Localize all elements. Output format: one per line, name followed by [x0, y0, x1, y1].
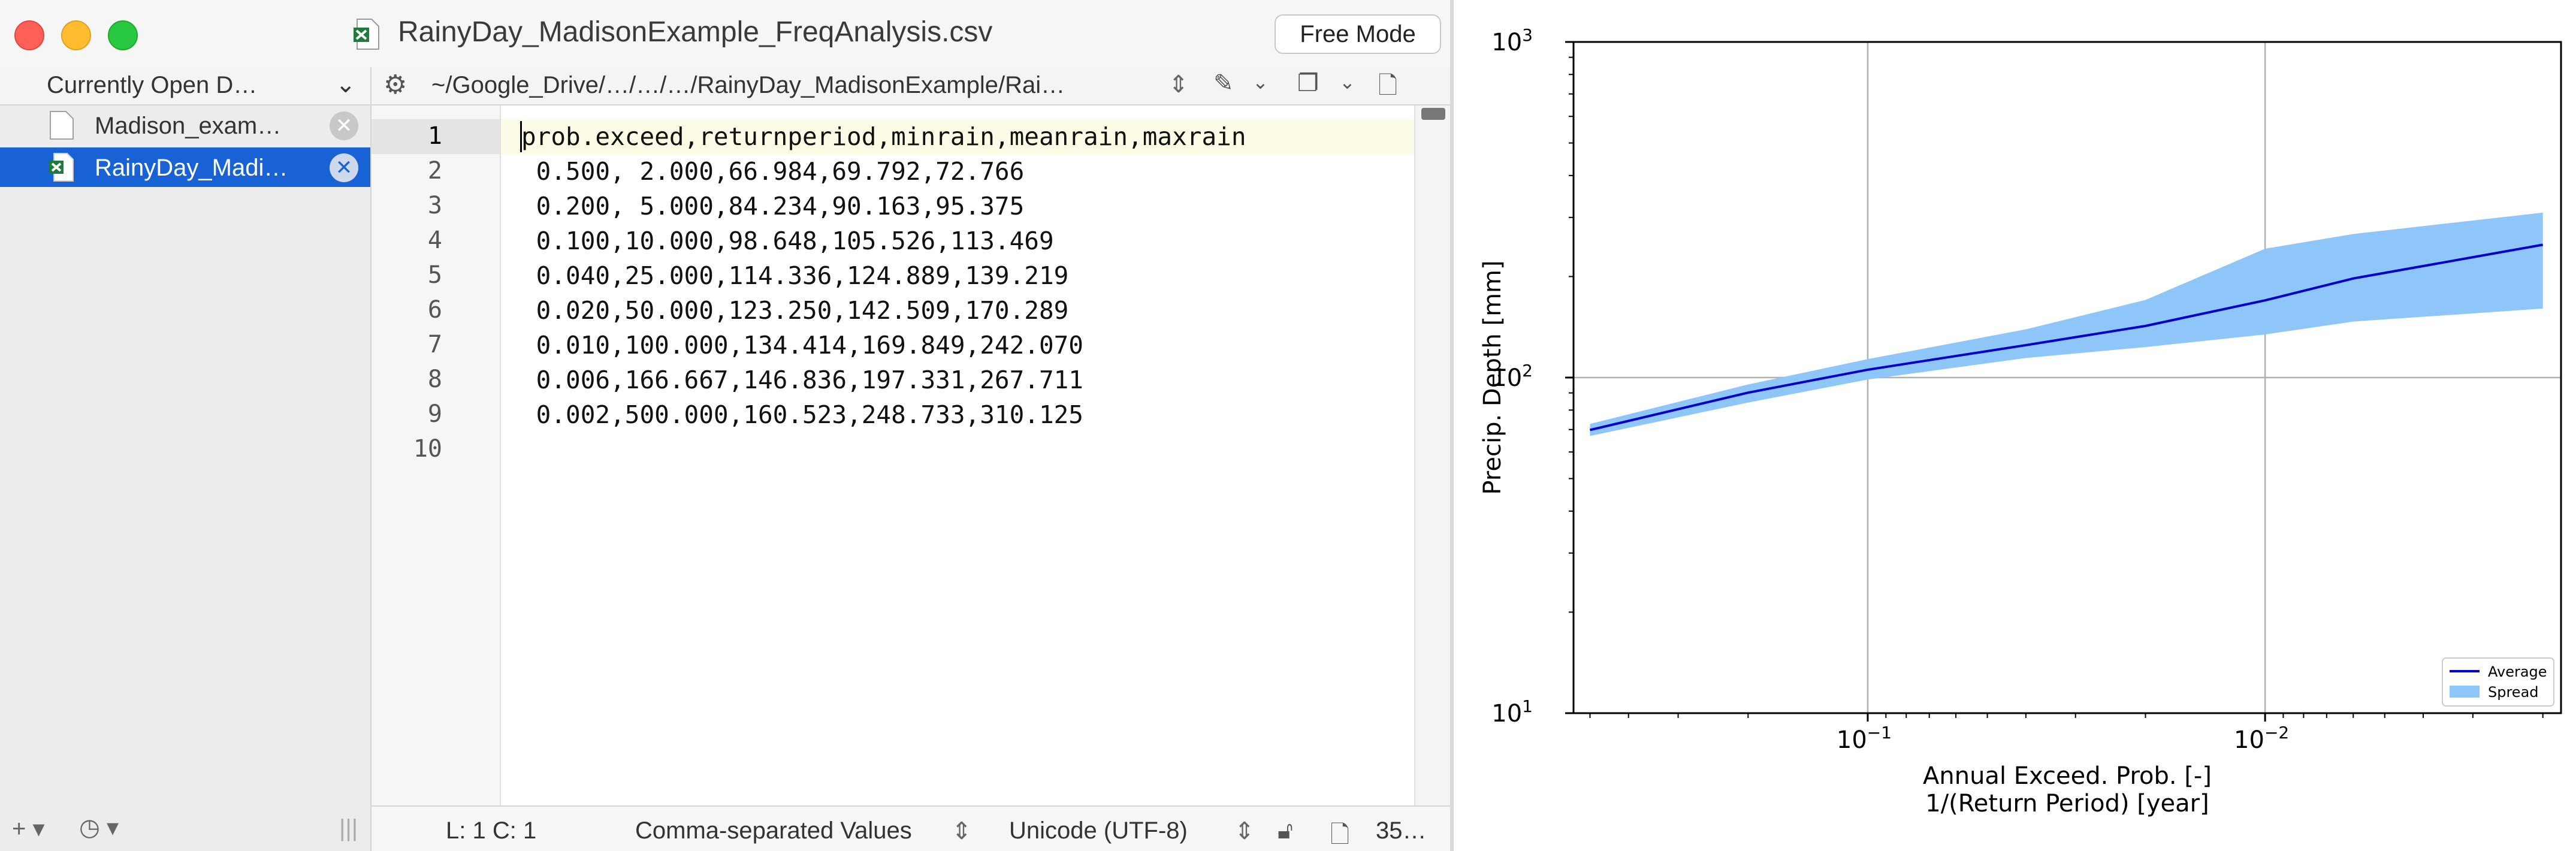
line-number: 2	[427, 157, 442, 185]
clock-icon[interactable]: ◷ ▾	[79, 814, 119, 841]
vertical-scrollbar[interactable]	[1414, 105, 1450, 805]
lock-icon[interactable]: 🔓︎	[1278, 817, 1293, 844]
document-sidebar: Madison_exam… ✕ RainyDay_Madi… ✕ + ▾ ◷ ▾…	[0, 105, 372, 851]
line-number: 6	[427, 296, 442, 324]
line-number: 8	[427, 366, 442, 393]
minimize-window-button[interactable]	[61, 20, 91, 50]
path-bar: Currently Open D… ⌄ ⚙ ~/Google_Drive/…/……	[0, 67, 1450, 105]
title-bar: RainyDay_MadisonExample_FreqAnalysis.csv…	[0, 0, 1450, 68]
spreadsheet-icon	[354, 19, 379, 50]
close-icon[interactable]: ✕	[330, 153, 358, 182]
chevron-down-icon[interactable]: ⌄	[1252, 71, 1269, 93]
line-number: 1	[427, 122, 442, 150]
plot-band-layer	[1590, 212, 2543, 436]
add-icon[interactable]: + ▾	[12, 816, 45, 842]
zoom-window-button[interactable]	[108, 20, 138, 50]
sidebar-footer: + ▾ ◷ ▾ |||	[0, 805, 370, 851]
code-line: 0.500, 2.000,66.984,69.792,72.766	[521, 157, 1025, 186]
sidebar-item-madison-example[interactable]: Madison_exam… ✕	[0, 105, 370, 145]
line-number: 5	[427, 261, 442, 289]
open-documents-label: Currently Open D…	[47, 72, 258, 98]
plot-legend: Average Spread	[2442, 657, 2554, 707]
chevron-down-icon[interactable]: ⌄	[1339, 71, 1355, 93]
x-tick-label: 10−1	[1837, 723, 1892, 754]
encoding-select[interactable]: Unicode (UTF-8)	[1009, 817, 1188, 844]
code-line: 0.006,166.667,146.836,197.331,267.711	[521, 366, 1083, 394]
pen-icon[interactable]: ✎	[1213, 70, 1234, 96]
sidebar-item-freq-analysis[interactable]: RainyDay_Madi… ✕	[0, 147, 370, 187]
spreadsheet-icon	[49, 153, 74, 182]
text-caret	[520, 121, 522, 152]
up-down-arrows-icon[interactable]: ⇕	[1234, 818, 1255, 844]
copy-icon[interactable]: ❐	[1297, 70, 1319, 96]
up-down-arrows-icon[interactable]: ⇕	[1168, 71, 1189, 98]
x-axis-label-secondary: 1/(Return Period) [year]	[1925, 790, 2209, 817]
up-down-arrows-icon[interactable]: ⇕	[952, 818, 972, 844]
plot-axes: 101 102 103 10−1 10−2	[1491, 25, 2544, 754]
y-tick-label: 103	[1491, 25, 1533, 56]
code-line: prob.exceed,returnperiod,minrain,meanrai…	[521, 122, 1246, 151]
current-line-number-highlight	[372, 119, 500, 154]
file-path[interactable]: ~/Google_Drive/…/…/…/RainyDay_MadisonExa…	[431, 72, 1065, 98]
spread-band	[1590, 212, 2543, 436]
code-line: 0.200, 5.000,84.234,90.163,95.375	[521, 192, 1025, 221]
average-line	[1589, 243, 2544, 431]
status-bar: L: 1 C: 1 Comma-separated Values ⇕ Unico…	[372, 805, 1450, 851]
legend-average-label: Average	[2488, 663, 2547, 680]
code-line: 0.020,50.000,123.250,142.509,170.289	[521, 296, 1069, 325]
document-icon: 🗋	[1330, 822, 1350, 848]
open-documents-dropdown[interactable]: Currently Open D… ⌄	[0, 67, 372, 104]
legend-spread-label: Spread	[2488, 684, 2539, 701]
code-line: 0.010,100.000,134.414,169.849,242.070	[521, 331, 1083, 360]
y-axis-label: Precip. Depth [mm]	[1479, 260, 1506, 494]
line-number: 3	[427, 192, 442, 219]
resize-handle[interactable]: |||	[339, 815, 358, 841]
x-tick-label: 10−2	[2234, 723, 2289, 754]
file-size: 35…	[1376, 817, 1427, 844]
code-line: 0.002,500.000,160.523,248.733,310.125	[521, 400, 1083, 429]
scrollbar-thumb[interactable]	[1421, 108, 1445, 120]
code-editor[interactable]: prob.exceed,returnperiod,minrain,meanrai…	[501, 105, 1414, 805]
close-window-button[interactable]	[14, 20, 44, 50]
plot-line-layer	[1589, 243, 2544, 431]
sidebar-item-label: Madison_exam…	[95, 113, 282, 139]
legend-spread-swatch	[2450, 686, 2480, 698]
line-number-gutter: 1 2 3 4 5 6 7 8 9 10	[372, 105, 501, 805]
frequency-plot: 101 102 103 10−1 10−2 Annual Exceed. Prob. […	[1454, 0, 2576, 851]
document-icon	[50, 111, 74, 140]
syntax-mode-select[interactable]: Comma-separated Values	[635, 817, 912, 844]
window-title: RainyDay_MadisonExample_FreqAnalysis.csv	[398, 16, 993, 48]
y-tick-label: 102	[1491, 361, 1533, 392]
gear-icon[interactable]: ⚙	[383, 70, 407, 99]
line-number: 10	[413, 435, 442, 463]
plot-grid	[1574, 41, 2561, 714]
close-icon[interactable]: ✕	[330, 111, 358, 140]
x-axis-label: Annual Exceed. Prob. [-]	[1923, 762, 2212, 790]
cursor-position: L: 1 C: 1	[446, 817, 537, 844]
current-line-highlight	[501, 119, 1414, 154]
document-icon[interactable]: 🗋	[1378, 73, 1398, 99]
line-number: 7	[427, 331, 442, 358]
line-number: 9	[427, 400, 442, 428]
y-tick-label: 101	[1491, 696, 1533, 728]
free-mode-button[interactable]: Free Mode	[1275, 14, 1441, 54]
sidebar-item-label: RainyDay_Madi…	[95, 155, 288, 181]
chevron-down-icon: ⌄	[336, 71, 356, 98]
code-line: 0.100,10.000,98.648,105.526,113.469	[521, 227, 1054, 255]
code-line: 0.040,25.000,114.336,124.889,139.219	[521, 261, 1069, 290]
line-number: 4	[427, 227, 442, 254]
editor-window: RainyDay_MadisonExample_FreqAnalysis.csv…	[0, 0, 1454, 851]
